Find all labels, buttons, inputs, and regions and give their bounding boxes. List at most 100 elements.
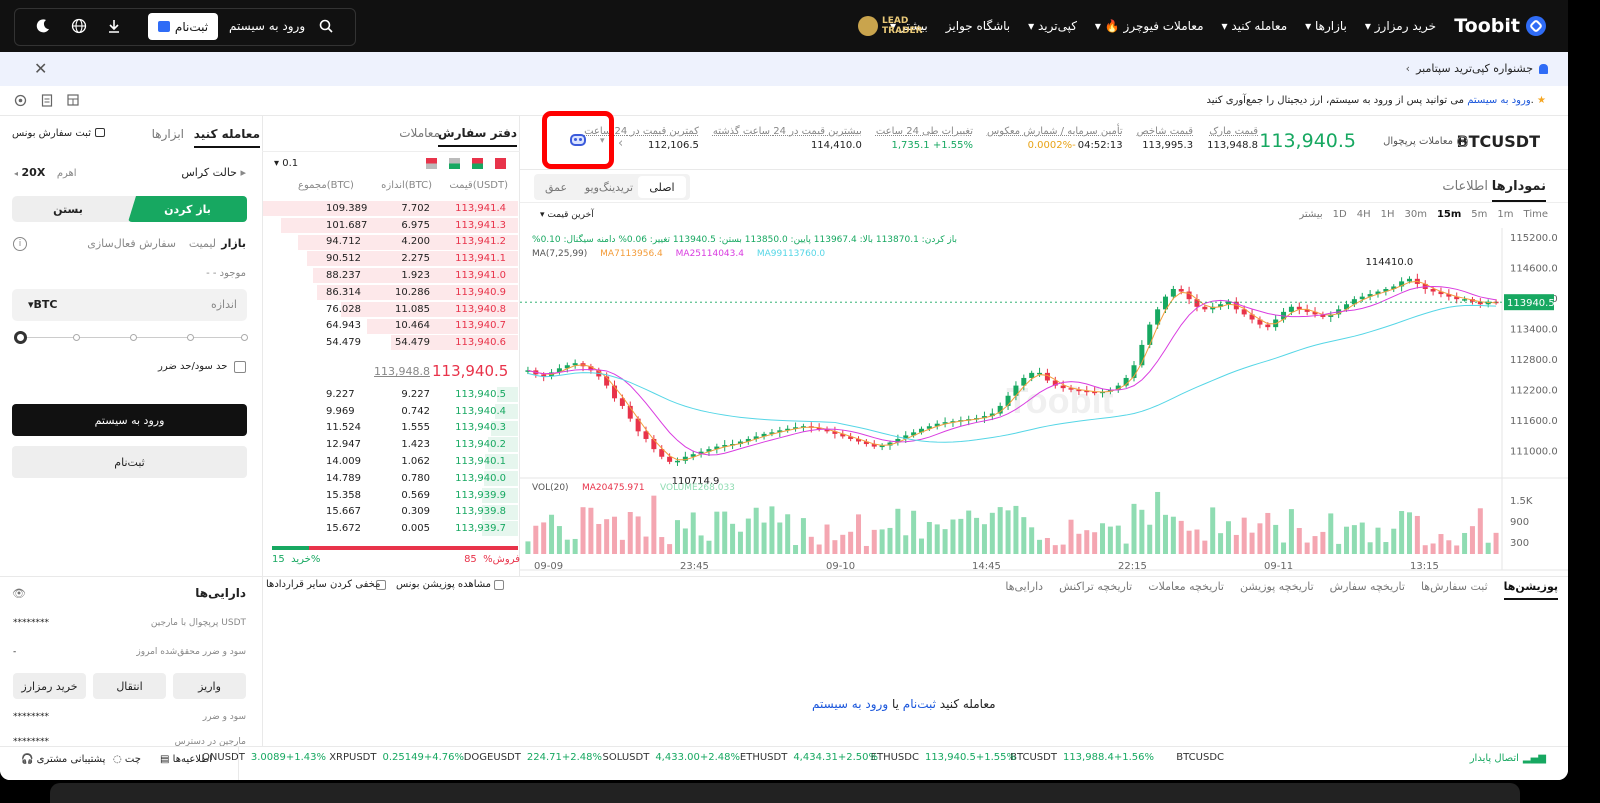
login-button[interactable]: ورود به سیستم bbox=[12, 404, 247, 436]
ticker-item[interactable]: XRPUSDT 0.25149+4.76% bbox=[329, 752, 464, 763]
candlestick-chart[interactable]: Toobit115200.0114600.0114000.0113400.011… bbox=[520, 228, 1568, 576]
slider-mark[interactable] bbox=[241, 334, 248, 341]
book-row[interactable]: 113,940.5 9.227 9.227 bbox=[262, 386, 518, 403]
tab-tools[interactable]: ابزارها bbox=[151, 127, 184, 141]
login-link[interactable]: ورود به سیستم bbox=[229, 19, 306, 33]
order-type-market[interactable]: بازار bbox=[221, 237, 246, 250]
download-icon[interactable] bbox=[106, 0, 122, 52]
lead-trader-logo[interactable]: LEAD TRADER bbox=[858, 0, 923, 52]
promo-banner[interactable]: ‹ جشنواره کپی‌ترید سپتامبر ✕ bbox=[0, 52, 1568, 86]
tab-trade[interactable]: معامله کنید bbox=[193, 127, 260, 148]
dark-mode-icon[interactable] bbox=[34, 0, 52, 52]
info-icon[interactable]: i bbox=[13, 237, 27, 251]
signup-button[interactable]: ثبت‌نام bbox=[148, 13, 218, 40]
book-row[interactable]: 113,940.2 1.423 12.947 bbox=[262, 436, 518, 453]
view-tradingview[interactable]: تریدینگ‌ویو bbox=[584, 180, 634, 194]
timeframe-0[interactable]: Time bbox=[1523, 209, 1548, 220]
leverage-select[interactable]: ◂ 20X اهرم bbox=[14, 166, 77, 179]
stats-scroll-left-icon[interactable]: ‹ bbox=[618, 136, 624, 151]
positions-tab-4[interactable]: تاریخچه معاملات bbox=[1148, 580, 1224, 593]
brand-logo[interactable]: Toobit bbox=[1454, 0, 1546, 52]
timeframe-5[interactable]: 1H bbox=[1380, 209, 1395, 220]
positions-tab-5[interactable]: تاریخچه تراکنش bbox=[1059, 580, 1133, 593]
size-input[interactable]: اندازه ▾BTC bbox=[12, 289, 247, 321]
book-row[interactable]: 113,939.9 0.569 15.358 bbox=[262, 487, 518, 504]
ticker-item[interactable]: DOGEUSDT 224.71+2.48% bbox=[464, 752, 602, 763]
symbol-name[interactable]: BTCUSDT bbox=[1456, 132, 1540, 151]
open-position-button[interactable]: باز کردن bbox=[128, 196, 247, 222]
hide-other-checkbox[interactable] bbox=[376, 580, 386, 590]
book-row[interactable]: 113,941.1 2.275 90.512 bbox=[262, 250, 518, 267]
timeframe-6[interactable]: 4H bbox=[1356, 209, 1371, 220]
buy-crypto-button[interactable]: خرید رمزارز bbox=[13, 673, 86, 699]
book-row[interactable]: 113,940.7 10.464 64.943 bbox=[262, 318, 518, 335]
book-row[interactable]: 113,940.9 10.286 86.314 bbox=[262, 284, 518, 301]
stats-expand-icon[interactable]: ▾ bbox=[600, 136, 605, 146]
highlighted-ai-assistant-button[interactable] bbox=[542, 111, 614, 169]
book-row[interactable]: 113,941.3 6.975 101.687 bbox=[262, 217, 518, 234]
show-bonus-checkbox[interactable] bbox=[494, 580, 504, 590]
nav-markets[interactable]: ▾ بازارها bbox=[1305, 19, 1347, 33]
order-type-trigger[interactable]: سفارش فعال‌سازی bbox=[87, 237, 176, 250]
ticker-item[interactable]: BTCUSDT 113,988.4+1.56% bbox=[1010, 752, 1154, 763]
hide-eye-icon[interactable]: 👁 bbox=[12, 587, 26, 600]
positions-tab-1[interactable]: ثبت سفارش‌ها bbox=[1420, 580, 1488, 593]
support-link[interactable]: 🎧 پشتیبانی مشتری bbox=[21, 754, 106, 765]
view-basic[interactable]: اصلی bbox=[638, 176, 686, 198]
book-step-select[interactable]: ▾ 0.1 bbox=[274, 158, 299, 169]
slider-handle[interactable] bbox=[14, 331, 27, 344]
ticker-item[interactable]: BTCUSDC bbox=[1176, 752, 1230, 763]
nav-buy-crypto[interactable]: ▾ خرید رمزارز bbox=[1364, 19, 1436, 33]
book-view-asks-icon[interactable] bbox=[426, 158, 437, 169]
ticker-item[interactable]: ETHUSDT 4,434.31+2.50% bbox=[740, 752, 878, 763]
book-row[interactable]: 113,940.3 1.555 11.524 bbox=[262, 420, 518, 437]
tab-trades[interactable]: معاملات bbox=[399, 126, 440, 140]
tab-charts[interactable]: نمودارها bbox=[1491, 179, 1546, 202]
nav-more[interactable]: ▾ بیشتر bbox=[890, 19, 928, 33]
nav-copy-trade[interactable]: ▾ کپی‌ترید bbox=[1028, 19, 1077, 33]
transfer-button[interactable]: انتقال bbox=[93, 673, 166, 699]
close-banner-icon[interactable]: ✕ bbox=[34, 59, 48, 78]
timeframe-7[interactable]: 1D bbox=[1332, 209, 1347, 220]
timeframe-4[interactable]: 30m bbox=[1404, 209, 1427, 220]
deposit-button[interactable]: واریز bbox=[173, 673, 246, 699]
empty-signup-link[interactable]: ثبت‌نام bbox=[902, 697, 936, 711]
positions-tab-0[interactable]: پوزیشن‌ها bbox=[1503, 580, 1558, 600]
book-view-sell-icon[interactable] bbox=[495, 158, 506, 169]
book-view-both-icon[interactable] bbox=[472, 158, 483, 169]
margin-mode-select[interactable]: حالت کراس ▸ bbox=[181, 166, 246, 179]
order-type-limit[interactable]: لیمیت bbox=[188, 237, 216, 250]
slider-mark[interactable] bbox=[73, 334, 80, 341]
document-icon[interactable] bbox=[40, 93, 54, 107]
chat-link[interactable]: ◌ چت bbox=[113, 754, 141, 765]
timeframe-3[interactable]: 15m bbox=[1436, 209, 1462, 220]
last-price-selector[interactable]: ▾ آخرین قیمت bbox=[540, 210, 594, 220]
ticker-item[interactable]: ONUSDT 3.0089+1.43% bbox=[202, 752, 326, 763]
ticker-item[interactable]: ETHUSDC 113,940.5+1.55% bbox=[871, 752, 1016, 763]
timeframe-1[interactable]: 1m bbox=[1497, 209, 1514, 220]
size-unit-select[interactable]: ▾BTC bbox=[28, 298, 58, 311]
book-row[interactable]: 113,940.8 11.085 76.028 bbox=[262, 301, 518, 318]
nav-futures[interactable]: ▾ 🔥 معاملات فیوچرز bbox=[1094, 19, 1204, 33]
bonus-order-link[interactable]: ثبت سفارش بونس bbox=[12, 128, 105, 139]
book-row[interactable]: 113,940.4 0.742 9.969 bbox=[262, 403, 518, 420]
signup-button-panel[interactable]: ثبت‌نام bbox=[12, 446, 247, 478]
timeframe-8[interactable]: بیشتر bbox=[1299, 209, 1323, 220]
nav-trade[interactable]: ▾ معامله کنید bbox=[1221, 19, 1288, 33]
slider-mark[interactable] bbox=[130, 334, 137, 341]
notices-link[interactable]: ▤ اطلاعیه‌ها bbox=[160, 754, 213, 765]
positions-tab-3[interactable]: تاریخچه پوزیشن bbox=[1239, 580, 1314, 593]
book-row[interactable]: 113,941.4 7.702 109.389 bbox=[262, 200, 518, 217]
book-row[interactable]: 113,939.7 0.005 15.672 bbox=[262, 520, 518, 537]
book-row[interactable]: 113,940.1 1.062 14.009 bbox=[262, 453, 518, 470]
timeframe-2[interactable]: 5m bbox=[1471, 209, 1488, 220]
notice-login-link[interactable]: ورود به سیستم bbox=[1467, 95, 1531, 106]
tab-info[interactable]: اطلاعات bbox=[1442, 179, 1488, 194]
layout-icon[interactable] bbox=[66, 93, 80, 107]
globe-icon[interactable] bbox=[70, 0, 88, 52]
book-row[interactable]: 113,939.8 0.309 15.667 bbox=[262, 504, 518, 521]
book-row[interactable]: 113,941.0 1.923 88.237 bbox=[262, 267, 518, 284]
positions-tab-6[interactable]: دارایی‌ها bbox=[1005, 580, 1044, 593]
close-position-button[interactable]: بستن bbox=[53, 202, 83, 216]
settings-icon[interactable] bbox=[13, 93, 27, 107]
